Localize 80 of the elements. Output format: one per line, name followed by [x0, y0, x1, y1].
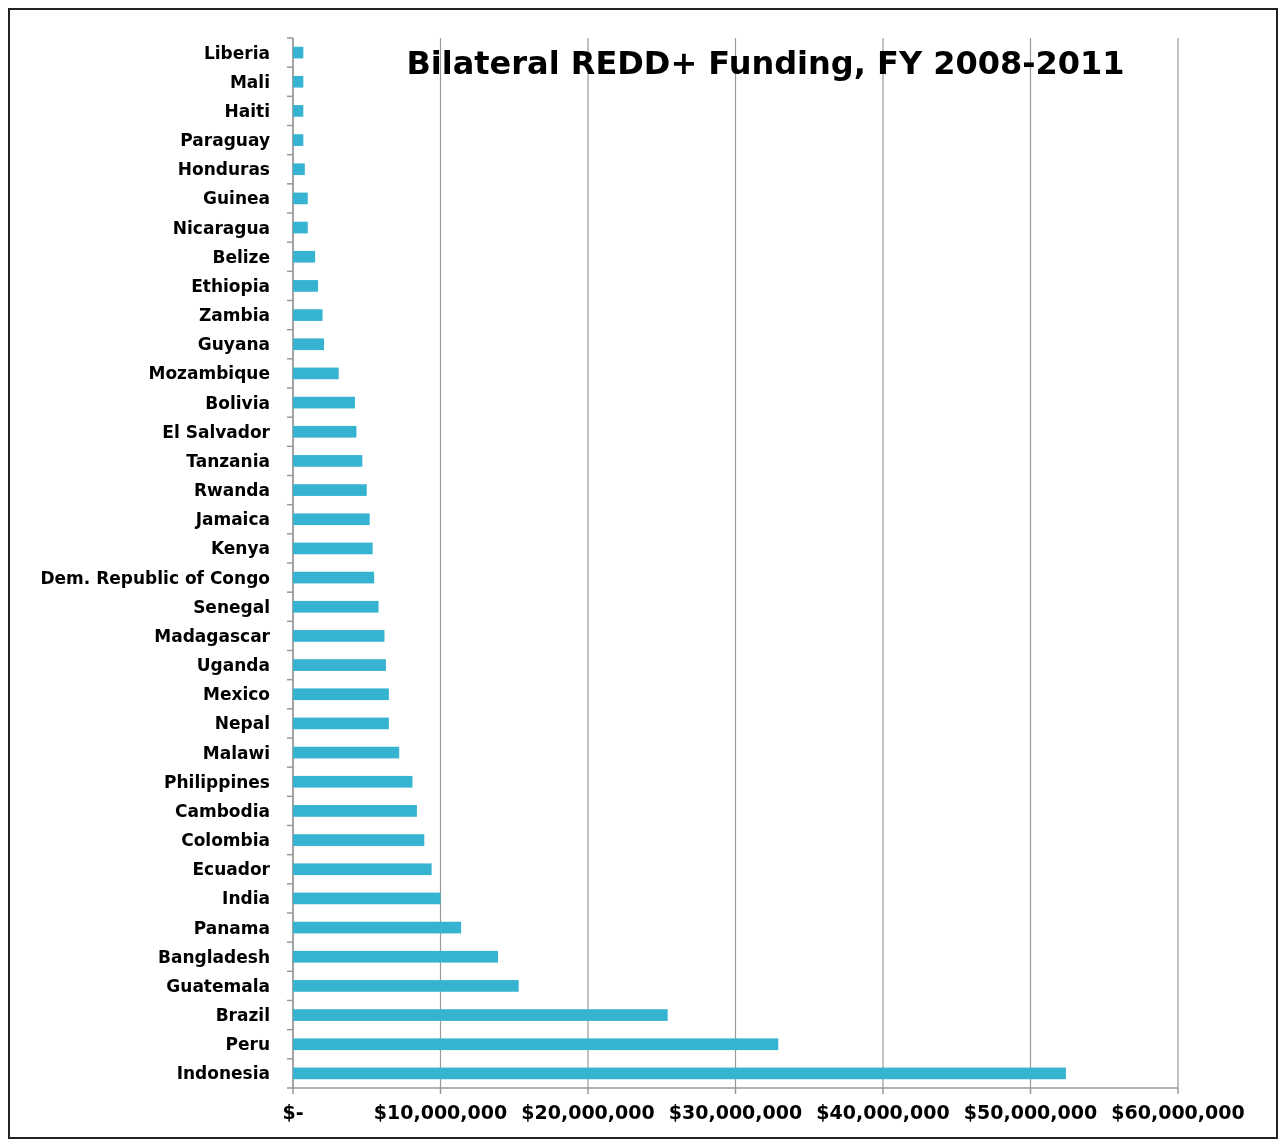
x-tick-label: $- — [282, 1101, 304, 1123]
bar — [293, 513, 370, 526]
y-tick-label: Guinea — [203, 188, 270, 209]
y-tick-label: Malawi — [202, 742, 270, 763]
bar — [293, 775, 413, 788]
y-tick-label: Mozambique — [148, 363, 270, 384]
y-tick-label: Paraguay — [180, 130, 270, 151]
y-tick-label: Guatemala — [166, 975, 270, 996]
bar — [293, 630, 385, 642]
bar — [293, 746, 400, 759]
y-tick-label: India — [222, 888, 270, 909]
bar — [293, 396, 355, 409]
bar — [293, 280, 319, 292]
bar — [293, 367, 339, 380]
bar — [293, 484, 367, 496]
y-tick-label: Belize — [212, 246, 270, 267]
y-tick-label: Jamaica — [194, 509, 270, 530]
bar — [293, 192, 308, 205]
y-tick-label: Rwanda — [193, 480, 270, 501]
x-tick-label: $40,000,000 — [816, 1101, 950, 1123]
x-tick-label: $50,000,000 — [963, 1101, 1098, 1123]
y-tick-label: Zambia — [199, 305, 270, 326]
y-tick-label: Cambodia — [175, 800, 270, 821]
bar — [293, 1067, 1066, 1080]
y-tick-label: Nicaragua — [172, 217, 270, 238]
bar — [293, 863, 432, 876]
y-tick-label: Bolivia — [205, 392, 270, 413]
bar — [293, 163, 305, 176]
y-tick-label: Dem. Republic of Congo — [40, 567, 270, 588]
bar — [293, 950, 499, 963]
x-tick-label: $60,000,000 — [1111, 1101, 1245, 1123]
bar — [293, 980, 519, 992]
y-tick-label: Madagascar — [154, 625, 271, 646]
bar — [293, 221, 308, 234]
bar — [293, 250, 316, 263]
bar — [293, 338, 324, 351]
chart-title: Bilateral REDD+ Funding, FY 2008-2011 — [406, 44, 1125, 82]
y-tick-label: Haiti — [224, 100, 270, 121]
bar — [293, 600, 379, 613]
y-tick-label: Mexico — [203, 684, 270, 705]
bar — [293, 659, 386, 671]
y-tick-label: Guyana — [197, 334, 270, 355]
y-tick-label: El Salvador — [162, 421, 271, 442]
bar — [293, 571, 375, 584]
bar — [293, 1038, 779, 1051]
bar — [293, 688, 389, 701]
y-tick-label: Tanzania — [186, 450, 270, 471]
bar — [293, 1009, 668, 1021]
bar — [293, 46, 304, 59]
x-tick-label: $10,000,000 — [373, 1101, 508, 1123]
y-tick-label: Panama — [193, 917, 270, 938]
y-tick-label: Uganda — [196, 655, 270, 676]
y-tick-label: Honduras — [177, 159, 270, 180]
x-tick-label: $30,000,000 — [668, 1101, 803, 1123]
y-tick-label: Kenya — [210, 538, 270, 559]
bar — [293, 105, 304, 117]
y-tick-label: Mali — [229, 71, 270, 92]
bar — [293, 921, 462, 934]
bar — [293, 542, 373, 555]
bar — [293, 75, 304, 88]
y-tick-label: Nepal — [214, 713, 270, 734]
y-tick-label: Colombia — [181, 830, 270, 851]
y-tick-label: Ethiopia — [191, 275, 270, 296]
y-tick-label: Philippines — [164, 771, 270, 792]
bar — [293, 309, 323, 321]
bar — [293, 834, 425, 846]
bar — [293, 425, 357, 438]
x-tick-label: $20,000,000 — [521, 1101, 655, 1123]
bar — [293, 892, 441, 905]
bar — [293, 134, 304, 146]
y-tick-label: Bangladesh — [158, 946, 270, 967]
y-tick-label: Senegal — [193, 596, 270, 617]
y-tick-label: Brazil — [215, 1005, 270, 1026]
bar — [293, 805, 417, 817]
bar — [293, 717, 389, 730]
y-tick-label: Peru — [225, 1034, 270, 1055]
y-tick-label: Ecuador — [192, 859, 271, 880]
y-tick-label: Liberia — [203, 42, 270, 63]
bar — [293, 455, 363, 467]
y-tick-label: Indonesia — [176, 1063, 270, 1084]
